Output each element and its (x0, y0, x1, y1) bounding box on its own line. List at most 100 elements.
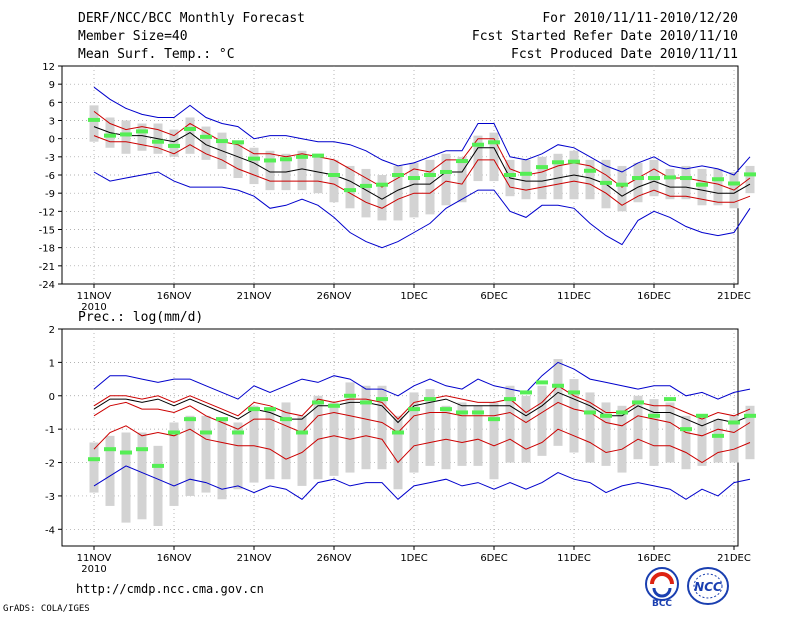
temp-median-marker (392, 173, 404, 177)
temp-median-marker (136, 129, 148, 134)
prec-median-marker (312, 400, 324, 405)
prec-line-max (93, 361, 751, 400)
prec-ensemble-box (297, 415, 307, 486)
temp-y-tick-label: -12 (39, 207, 55, 218)
temp-median-marker (712, 177, 724, 182)
prec-ensemble-box (601, 402, 611, 466)
temp-ensemble-box (521, 159, 531, 200)
prec-x-tick-label: 21DEC (717, 553, 751, 564)
temp-x-tick-label: 16NOV (157, 291, 192, 302)
prec-ensemble-box (441, 405, 451, 470)
temp-median-marker (648, 176, 660, 181)
prec-ensemble-box (329, 402, 339, 476)
prec-ensemble-box (521, 395, 531, 463)
temp-line-min (93, 171, 751, 249)
prec-ensemble-box (665, 402, 675, 463)
prec-ensemble-box (185, 415, 195, 496)
temp-median-marker (600, 180, 612, 185)
prec-median-marker (264, 407, 276, 412)
prec-median-marker (680, 427, 692, 432)
prec-median-marker (376, 397, 388, 402)
prec-median-marker (104, 447, 116, 452)
prec-line-lower (93, 401, 751, 437)
temp-median-marker (120, 132, 132, 137)
prec-median-marker (696, 413, 708, 418)
temp-y-tick-label: 12 (42, 62, 55, 73)
prec-y-tick-label: 1 (49, 358, 55, 369)
prec-line-mean (93, 391, 751, 427)
temp-ensemble-box (329, 159, 339, 203)
prec-x-tick-label: 16DEC (637, 553, 671, 564)
temp-median-marker (456, 159, 468, 164)
temp-x-tick-label: 11NOV (77, 291, 112, 302)
website-url[interactable]: http://cmdp.ncc.cma.gov.cn (76, 582, 264, 596)
prec-median-marker (152, 463, 164, 468)
prec-median-marker (408, 407, 420, 412)
prec-median-marker (120, 450, 132, 455)
prec-x-tick-label: 11DEC (557, 553, 591, 564)
temp-median-marker (312, 153, 324, 158)
prec-ensemble-box (233, 422, 243, 490)
prec-ensemble-box (345, 382, 355, 473)
prec-ensemble-box (681, 415, 691, 470)
prec-y-tick-label: -1 (45, 425, 55, 436)
prec-ensemble-box (649, 399, 659, 466)
prec-median-marker (664, 397, 676, 402)
temp-median-marker (200, 134, 212, 139)
prec-ensemble-box (617, 405, 627, 473)
prec-x-year-label: 2010 (81, 564, 106, 575)
prec-ensemble-box (137, 432, 147, 520)
prec-median-marker (616, 410, 628, 415)
prec-median-marker (456, 410, 468, 415)
prec-median-marker (136, 447, 148, 452)
prec-ensemble-box (201, 415, 211, 493)
forecast-start-date: Fcst Started Refer Date 2010/11/10 (471, 29, 738, 44)
temp-median-marker (728, 181, 740, 186)
prec-ensemble-box (313, 395, 323, 480)
temp-median-marker (536, 165, 548, 170)
prec-median-marker (168, 430, 180, 435)
prec-ensemble-box (489, 402, 499, 480)
temp-ensemble-box (553, 153, 563, 200)
prec-y-tick-label: 0 (49, 392, 55, 403)
temp-median-marker (408, 176, 420, 181)
prec-ensemble-box (377, 385, 387, 470)
prec-median-marker (632, 400, 644, 405)
temp-ensemble-box (201, 126, 211, 160)
prec-median-marker (648, 413, 660, 418)
prec-median-marker (536, 380, 548, 385)
temp-ensemble-box (633, 162, 643, 203)
temp-ensemble-box (489, 132, 499, 182)
temp-median-marker (696, 182, 708, 187)
temp-x-year-label: 2010 (81, 302, 106, 313)
temp-ensemble-box (745, 165, 755, 194)
temp-ensemble-box (681, 165, 691, 200)
prec-ensemble-box (569, 379, 579, 453)
temp-median-marker (104, 133, 116, 138)
prec-ensemble-box (361, 385, 371, 470)
prec-ensemble-box (281, 402, 291, 480)
temp-ensemble-box (697, 168, 707, 206)
temp-y-tick-label: -18 (39, 244, 55, 255)
prec-ensemble-box (249, 405, 259, 483)
temp-ensemble-box (137, 123, 147, 151)
temp-ensemble-box (297, 150, 307, 191)
temp-median-marker (440, 169, 452, 174)
prec-median-marker (584, 410, 596, 415)
prec-median-marker (552, 383, 564, 388)
prec-ensemble-box (729, 415, 739, 463)
prec-median-marker (296, 430, 308, 435)
prec-median-marker (344, 393, 356, 398)
temp-y-tick-label: 9 (49, 80, 55, 91)
temp-median-marker (584, 168, 596, 173)
prec-y-tick-label: -4 (45, 525, 55, 536)
prec-ensemble-box (713, 419, 723, 463)
prec-y-tick-label: 2 (49, 325, 55, 336)
temp-median-marker (504, 173, 516, 177)
temp-ensemble-box (233, 141, 243, 179)
temp-ensemble-box (313, 153, 323, 194)
temp-x-tick-label: 11DEC (557, 291, 591, 302)
prec-median-marker (200, 430, 212, 435)
prec-ensemble-box (121, 432, 131, 523)
prec-ensemble-box (89, 442, 99, 493)
